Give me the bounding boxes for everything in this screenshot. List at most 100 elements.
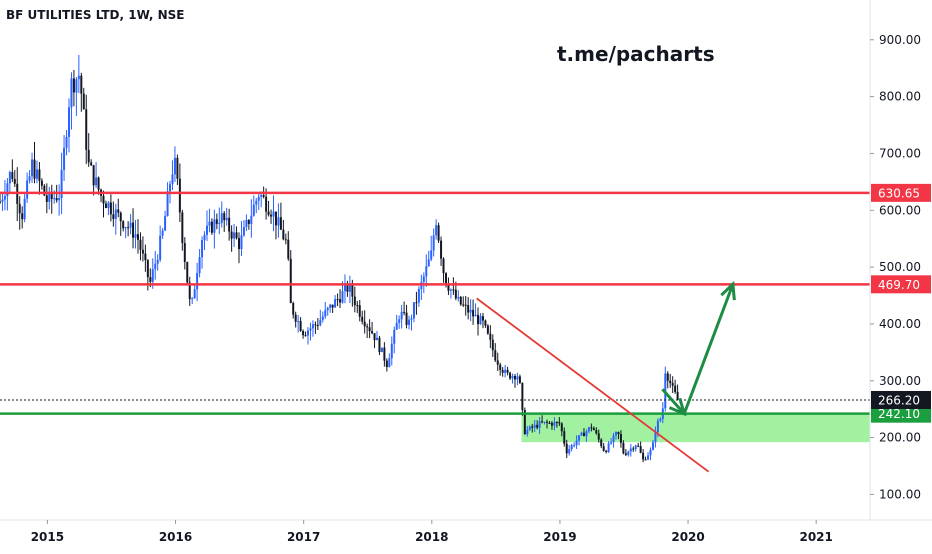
candle-body — [378, 337, 381, 353]
candle-body — [198, 257, 201, 274]
watermark-text: t.me/pacharts — [557, 42, 715, 66]
candle-body — [353, 296, 356, 306]
candle-body — [619, 434, 622, 443]
candle-body — [442, 258, 445, 274]
candle-body — [427, 259, 430, 267]
candle-body — [77, 75, 80, 80]
candle-body — [245, 219, 248, 228]
candle-body — [634, 445, 637, 450]
candle-body — [671, 383, 674, 386]
candle-body — [277, 217, 280, 226]
candle-body — [390, 343, 393, 359]
candle-body — [38, 169, 41, 181]
candle-body — [371, 331, 374, 334]
drawings-layer — [476, 280, 736, 473]
candle-body — [279, 217, 282, 230]
candle-body — [252, 204, 255, 216]
price-label: 630.65 — [878, 186, 920, 200]
y-tick-label: 200.00 — [879, 431, 921, 445]
candle-body — [48, 192, 51, 202]
price-axis[interactable]: 900.00 800.00 700.00 600.00 500.00 400.00 300.… — [870, 33, 921, 502]
candle-body — [23, 198, 26, 220]
candle-body — [553, 422, 556, 426]
candle-body — [90, 162, 93, 166]
candle-body — [575, 440, 578, 445]
candle-body — [284, 239, 287, 241]
candle-body — [304, 335, 307, 337]
candle-body — [282, 229, 285, 240]
time-axis[interactable]: 2015 2016 2017 2018 2019 2020 2021 — [31, 520, 833, 544]
y-tick-label: 600.00 — [879, 203, 921, 217]
candle-body — [474, 314, 477, 317]
candle-body — [548, 422, 551, 424]
candle-body — [45, 195, 48, 202]
candle-body — [114, 209, 117, 219]
candle-body — [403, 311, 406, 313]
candle-body — [21, 213, 24, 220]
candle-body — [178, 178, 181, 213]
candle-body — [339, 299, 342, 303]
candle-body — [654, 432, 657, 443]
candle-body — [348, 284, 351, 292]
candle-body — [602, 446, 605, 451]
candle-body — [87, 149, 90, 163]
candle-body — [449, 289, 452, 291]
candle-body — [210, 221, 213, 233]
candle-body — [558, 422, 561, 424]
candle-body — [568, 449, 571, 454]
candle-body — [410, 318, 413, 320]
candle-body — [316, 325, 319, 327]
candle-body — [444, 273, 447, 286]
candle-body — [255, 200, 258, 205]
candle-body — [95, 177, 98, 186]
candle-body — [536, 424, 539, 428]
candle-body — [412, 302, 415, 319]
candle-body — [141, 249, 144, 254]
candle-body — [272, 211, 275, 217]
candle-body — [65, 136, 68, 148]
candle-body — [203, 234, 206, 241]
candle-body — [425, 266, 428, 277]
candle-body — [452, 289, 455, 291]
candle-body — [213, 219, 216, 233]
candle-body — [109, 202, 112, 215]
candle-body — [669, 380, 672, 384]
candle-body — [676, 392, 679, 400]
candle-body — [592, 428, 595, 431]
candle-body — [334, 299, 337, 308]
candle-body — [632, 448, 635, 450]
candle-body — [183, 243, 186, 263]
candle-body — [218, 222, 221, 224]
candle-body — [50, 192, 53, 199]
chart-title: BF UTILITIES LTD, 1W, NSE — [6, 8, 185, 22]
candle-body — [380, 347, 383, 353]
candle-body — [238, 238, 241, 250]
candle-body — [112, 214, 115, 219]
candle-body — [196, 273, 199, 290]
candle-body — [595, 430, 598, 434]
candle-body — [80, 75, 83, 94]
trendline — [476, 297, 710, 473]
support-zone — [521, 413, 870, 443]
candle-body — [513, 375, 516, 380]
x-tick-label: 2021 — [799, 530, 832, 544]
candle-body — [63, 147, 66, 170]
candle-body — [666, 373, 669, 381]
candle-body — [457, 296, 460, 299]
candle-body — [250, 215, 253, 224]
price-label-box — [871, 275, 931, 294]
candle-body — [321, 316, 324, 320]
candle-body — [447, 285, 450, 291]
candle-body — [331, 304, 334, 308]
candle-body — [176, 157, 179, 179]
candle-body — [459, 296, 462, 305]
candle-body — [430, 250, 433, 260]
candle-body — [117, 209, 120, 213]
y-tick-label: 300.00 — [879, 374, 921, 388]
candle-body — [107, 202, 110, 209]
candle-body — [415, 302, 418, 304]
y-tick-label: 900.00 — [879, 33, 921, 47]
candle-body — [265, 196, 268, 212]
